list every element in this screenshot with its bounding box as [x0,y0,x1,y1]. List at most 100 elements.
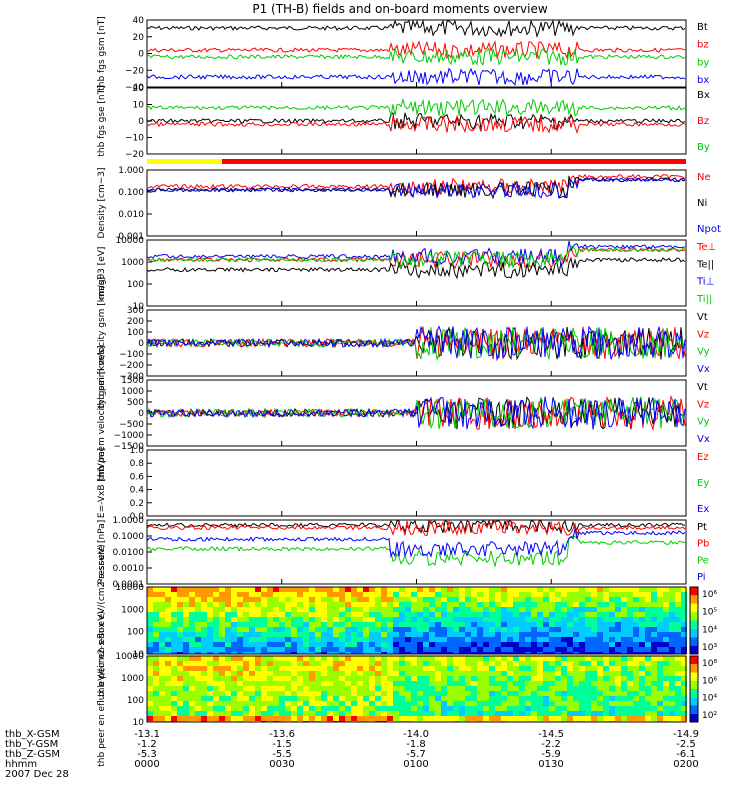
heatmap-cell [261,632,267,637]
heatmap-cell [621,666,627,671]
axis-row-value: -2.5 [676,739,696,750]
heatmap-cell [357,656,363,661]
heatmap-cell [237,607,243,612]
heatmap-cell [513,681,519,686]
heatmap-cell [651,627,657,632]
heatmap-cell [591,686,597,691]
heatmap-cell [477,701,483,706]
heatmap-cell [243,706,249,711]
heatmap-cell [363,587,369,592]
heatmap-cell [513,637,519,642]
heatmap-cell [351,632,357,637]
heatmap-cell [375,681,381,686]
heatmap-cell [561,681,567,686]
heatmap-cell [639,652,645,654]
heatmap-cell [597,647,603,652]
heatmap-cell [219,617,225,622]
heatmap-cell [657,661,663,666]
heatmap-cell [537,716,543,721]
heatmap-cell [189,652,195,654]
heatmap-cell [597,661,603,666]
heatmap-cell [663,652,669,654]
heatmap-cell [549,706,555,711]
heatmap-cell [261,622,267,627]
heatmap-cell [237,696,243,701]
heatmap-cell [357,587,363,592]
heatmap-cell [579,656,585,661]
heatmap-cell [381,661,387,666]
heatmap-cell [303,661,309,666]
heatmap-cell [447,642,453,647]
heatmap-cell [417,612,423,617]
heatmap-cell [255,637,261,642]
heatmap-cell [363,602,369,607]
heatmap-cell [303,597,309,602]
heatmap-cell [567,696,573,701]
heatmap-cell [609,597,615,602]
heatmap-cell [159,671,165,676]
heatmap-cell [189,637,195,642]
heatmap-cell [429,676,435,681]
heatmap-cell [261,686,267,691]
heatmap-cell [549,676,555,681]
heatmap-cell [657,597,663,602]
heatmap-cell [441,612,447,617]
heatmap-cell [381,627,387,632]
heatmap-cell [147,666,153,671]
heatmap-cell [399,691,405,696]
heatmap-cell [471,686,477,691]
series-line [146,46,686,66]
heatmap-cell [573,587,579,592]
panel-frame [146,449,687,517]
heatmap-cell [315,671,321,676]
heatmap-cell [369,627,375,632]
heatmap-cell [405,602,411,607]
heatmap-cell [513,686,519,691]
heatmap-cell [603,691,609,696]
heatmap-cell [495,686,501,691]
heatmap-cell [675,691,681,696]
heatmap-cell [501,661,507,666]
heatmap-cell [609,642,615,647]
heatmap-cell [591,597,597,602]
heatmap-cell [489,706,495,711]
heatmap-cell [399,602,405,607]
heatmap-cell [537,701,543,706]
heatmap-cell [429,696,435,701]
heatmap-cell [369,592,375,597]
heatmap-cell [441,706,447,711]
heatmap-cell [573,592,579,597]
heatmap-cell [327,642,333,647]
heatmap-cell [459,602,465,607]
heatmap-cell [405,637,411,642]
heatmap-cell [483,602,489,607]
heatmap-cell [381,597,387,602]
heatmap-cell [177,711,183,716]
heatmap-cell [447,706,453,711]
heatmap-cell [189,691,195,696]
heatmap-cell [543,597,549,602]
heatmap-cell [339,686,345,691]
heatmap-cell [441,652,447,654]
heatmap-cell [411,716,417,721]
heatmap-cell [249,666,255,671]
heatmap-cell [585,627,591,632]
heatmap-cell [501,696,507,701]
heatmap-cell [519,612,525,617]
heatmap-cell [195,681,201,686]
heatmap-cell [399,701,405,706]
heatmap-cell [555,652,561,654]
heatmap-cell [327,627,333,632]
heatmap-cell [243,642,249,647]
heatmap-cell [225,622,231,627]
heatmap-cell [369,691,375,696]
heatmap-cell [279,652,285,654]
heatmap-cell [195,592,201,597]
colorbar-cell [690,645,698,654]
heatmap-cell [555,602,561,607]
heatmap-cell [423,701,429,706]
heatmap-cell [411,686,417,691]
heatmap-cell [309,676,315,681]
heatmap-cell [375,602,381,607]
